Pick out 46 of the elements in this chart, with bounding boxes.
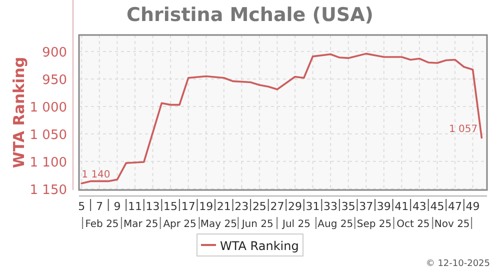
x-tick-label: 45 <box>430 200 444 213</box>
line-series <box>80 52 483 184</box>
text: © 12-10-2025 <box>426 259 490 269</box>
x-tick-label: 7 <box>96 200 103 213</box>
text: Jul 25 <box>282 219 310 230</box>
x-tick-label: 25 <box>252 200 266 213</box>
x-tick-label: 49 <box>466 200 480 213</box>
x-tick-label: 47 <box>448 200 462 213</box>
x-tick-label: 5 <box>78 200 86 213</box>
text: Nov 25 <box>434 219 470 230</box>
text: Oct 25 <box>396 219 430 230</box>
y-tick-label: 1 100 <box>30 155 67 170</box>
y-tick-label: 950 <box>42 72 67 88</box>
text: Aug 25 <box>318 219 354 230</box>
x-tick-label: 9 <box>114 200 121 213</box>
text: Sep 25 <box>356 219 392 230</box>
x-tick-label: 31 <box>306 200 320 213</box>
text: May 25 <box>200 219 237 230</box>
x-tick-label: 33 <box>324 200 338 213</box>
y-tick-label: 1 050 <box>30 128 67 143</box>
x-tick-label: 17 <box>181 200 196 213</box>
text: Jun 25 <box>240 219 274 230</box>
x-tick-label: 43 <box>412 200 426 213</box>
y-axis-title: WTA Ranking <box>10 56 28 168</box>
legend-label: WTA Ranking <box>220 239 299 253</box>
x-tick-label: 29 <box>288 200 302 213</box>
data-label: 1 140 <box>82 169 110 180</box>
data-label: 1 057 <box>449 124 478 135</box>
x-tick-label: 23 <box>234 200 249 213</box>
y-tick-label: 900 <box>42 45 67 60</box>
text: Apr 25 <box>163 219 196 230</box>
x-tick-label: 37 <box>359 200 374 213</box>
text: Mar 25 <box>124 219 158 230</box>
x-tick-label: 39 <box>376 200 391 213</box>
x-tick-label: 19 <box>199 200 214 213</box>
x-tick-label: 15 <box>164 200 178 213</box>
x-tick-label: 35 <box>341 200 356 213</box>
chart-title: Christina Mchale (USA) <box>126 4 374 26</box>
x-tick-label: 41 <box>394 200 409 213</box>
x-tick-label: 13 <box>146 200 160 213</box>
x-tick-label: 11 <box>128 200 142 213</box>
y-tick-label: 1 000 <box>30 100 67 116</box>
y-tick-label: 1 150 <box>30 182 67 198</box>
x-tick-label: 27 <box>270 200 284 213</box>
x-tick-label: 21 <box>216 200 231 213</box>
text: Feb 25 <box>85 219 119 230</box>
